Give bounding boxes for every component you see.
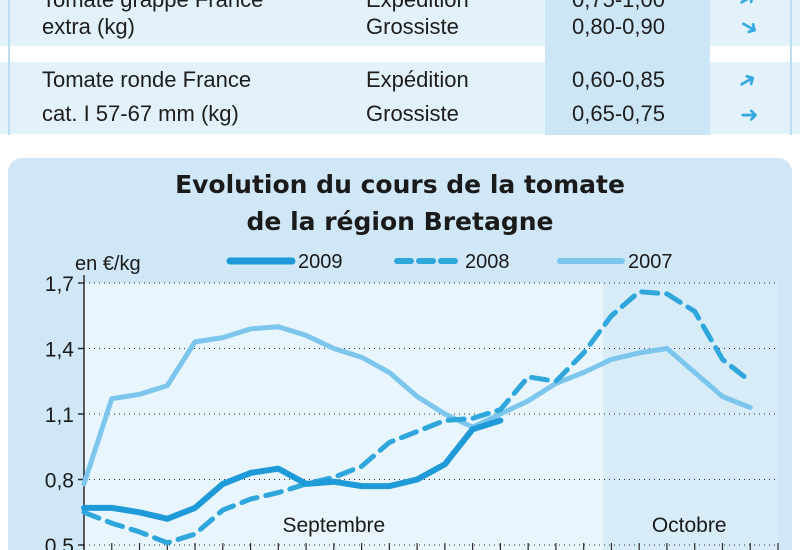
product-unit: cat. I 57-67 mm (kg): [42, 101, 239, 126]
product-name: Tomate grappe France: [42, 0, 263, 13]
price-range: 0,80-0,90: [572, 14, 665, 39]
price-column: [545, 0, 710, 135]
price-range: 0,65-0,75: [572, 101, 665, 126]
y-axis-label: en €/kg: [75, 253, 141, 275]
y-tick-label: 0,5: [45, 535, 74, 550]
table-left-border: [8, 0, 10, 135]
october-band: [603, 283, 778, 550]
y-tick-label: 1,1: [45, 404, 74, 427]
price-range: 0,75-1,00: [572, 0, 665, 13]
market-stage: Expédition: [366, 67, 469, 92]
legend-label: 2009: [298, 251, 343, 273]
month-label: Octobre: [652, 514, 727, 537]
product-unit: extra (kg): [42, 14, 135, 39]
y-tick-label: 1,4: [45, 339, 75, 362]
right-arrow-icon: ➜: [740, 102, 759, 127]
legend-label: 2007: [628, 251, 673, 273]
y-tick-label: 0,8: [45, 470, 74, 493]
legend-label: 2008: [465, 251, 510, 273]
chart-title-line1: Evolution du cours de la tomate: [175, 170, 625, 199]
product-name: Tomate ronde France: [42, 67, 252, 92]
market-stage: Expédition: [366, 0, 469, 13]
market-stage: Grossiste: [366, 101, 459, 126]
y-tick-label: 1,7: [45, 273, 74, 296]
table-right-border: [790, 0, 792, 135]
series-line-2008: [81, 289, 753, 546]
market-stage: Grossiste: [366, 14, 459, 39]
price-table: Tomate grappe France extra (kg) Expéditi…: [0, 0, 800, 140]
chart-title-line2: de la région Bretagne: [246, 207, 554, 236]
price-range: 0,60-0,85: [572, 67, 665, 92]
series-line-2007: [81, 324, 753, 487]
month-label: Septembre: [282, 514, 385, 537]
series-line-2009: [81, 417, 504, 522]
